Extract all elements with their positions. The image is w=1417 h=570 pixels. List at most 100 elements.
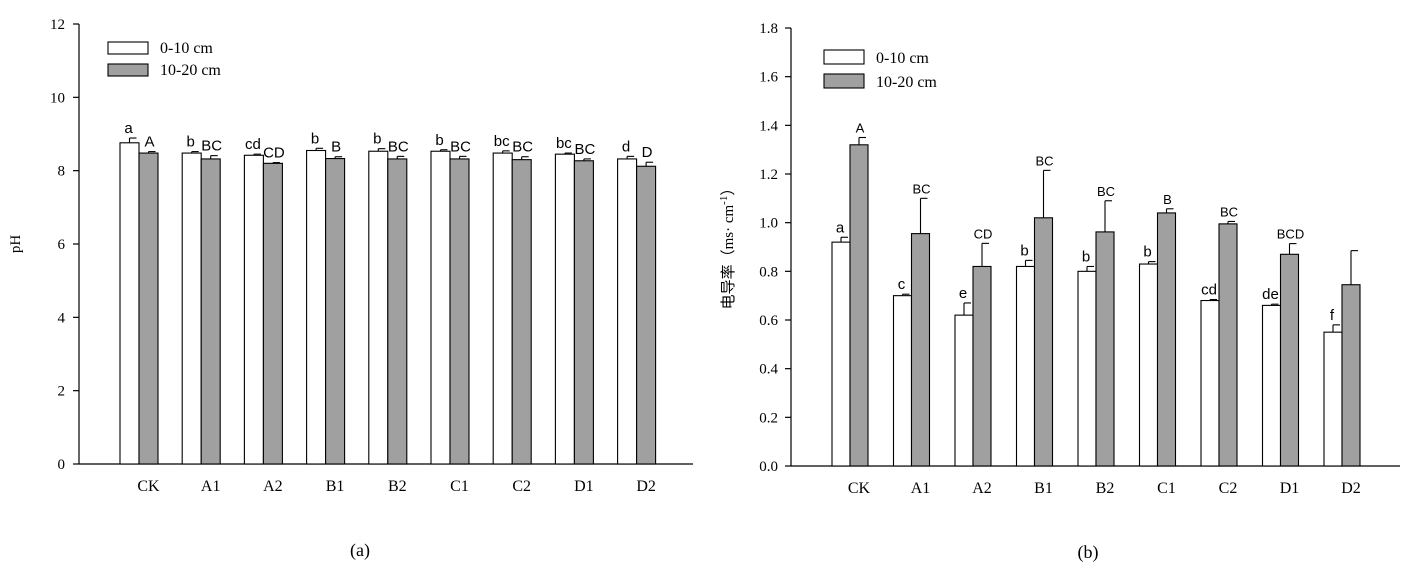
significance-label: D: [642, 144, 653, 161]
significance-label: e: [959, 285, 967, 302]
bar-series-2: [511, 159, 532, 465]
y-tick-label: 1.4: [759, 118, 778, 134]
x-tick-label: B2: [388, 478, 407, 495]
bar-series-1: [1077, 270, 1097, 467]
significance-label: B: [331, 139, 341, 156]
x-tick-label: C2: [1219, 480, 1238, 497]
significance-label: BC: [450, 138, 471, 155]
significance-label: BC: [574, 141, 595, 158]
significance-label: bc: [556, 135, 572, 152]
y-axis-label: pH: [8, 235, 24, 254]
significance-label: BC: [201, 138, 222, 155]
x-tick-label: A1: [201, 478, 221, 495]
x-tick-label: A1: [911, 480, 931, 497]
bar-series-2: [1341, 284, 1361, 467]
significance-label: a: [836, 219, 845, 236]
legend-swatch-series-1: [823, 49, 865, 65]
significance-label: a: [124, 120, 133, 137]
bar-series-1: [1323, 331, 1343, 467]
x-tick-label: C1: [450, 478, 469, 495]
y-tick-label: 10: [50, 90, 65, 106]
y-tick-label: 1.0: [759, 216, 778, 232]
significance-label: A: [856, 121, 865, 136]
significance-label: b: [1020, 242, 1028, 259]
y-tick-label: 2: [58, 384, 66, 400]
bar-series-2: [910, 233, 931, 467]
significance-label: BC: [388, 138, 409, 155]
legend-label: 0-10 cm: [160, 40, 213, 57]
significance-label: b: [187, 134, 195, 151]
x-tick-label: A2: [972, 480, 992, 497]
bar-series-2: [1279, 253, 1300, 467]
bar-series-2: [636, 165, 657, 465]
significance-label: BC: [1220, 204, 1238, 219]
x-tick-label: D1: [1280, 480, 1300, 497]
x-tick-label: B1: [1034, 480, 1053, 497]
significance-label: CD: [263, 145, 285, 162]
bar-series-1: [306, 149, 327, 465]
significance-label: c: [898, 276, 906, 293]
significance-label: b: [435, 132, 443, 149]
x-tick-label: C2: [512, 478, 531, 495]
bar-series-1: [617, 158, 638, 465]
bar-series-1: [1138, 263, 1159, 467]
y-tick-label: 0.0: [759, 459, 778, 475]
bar-series-1: [1261, 304, 1282, 467]
bar-series-1: [119, 142, 140, 465]
y-tick-label: 0.6: [759, 313, 778, 329]
significance-label: A: [144, 134, 154, 151]
bar-series-2: [325, 158, 346, 465]
bar-series-1: [554, 153, 575, 465]
legend-label: 10-20 cm: [160, 62, 221, 79]
significance-label: BCD: [1277, 227, 1304, 242]
bar-series-1: [1015, 265, 1036, 467]
bar-series-1: [492, 152, 513, 465]
significance-label: bc: [494, 133, 510, 150]
x-tick-label: C1: [1157, 480, 1176, 497]
bar-series-2: [1218, 223, 1238, 467]
bar-series-2: [573, 160, 594, 465]
chart-panel-b: 0.0 0.2 0.4 0.6 0.8 1.0 1.2 1.4 1.6 1.8 电导率（ms· cm…: [718, 21, 1400, 563]
bar-series-1: [954, 314, 974, 467]
x-tick-label: B2: [1096, 480, 1115, 497]
significance-label: f: [1330, 307, 1335, 324]
x-tick-label: D1: [574, 478, 594, 495]
x-tick-label: D2: [636, 478, 656, 495]
bar-series-1: [368, 150, 389, 465]
y-tick-label: 0.4: [759, 362, 778, 378]
bar-series-2: [849, 144, 869, 467]
significance-label: CD: [974, 226, 993, 241]
x-tick-label: B1: [326, 478, 345, 495]
significance-label: b: [373, 131, 381, 148]
significance-label: BC: [912, 181, 930, 196]
x-tick-label: D2: [1341, 480, 1361, 497]
y-tick-label: 1.8: [759, 21, 778, 37]
legend-swatch-series-2: [107, 63, 149, 77]
y-tick-label: 1.2: [759, 167, 778, 183]
bar-series-2: [138, 152, 159, 465]
y-tick-label: 0: [58, 457, 66, 473]
legend-swatch-series-1: [107, 41, 149, 55]
x-tick-label: CK: [137, 478, 160, 495]
significance-label: b: [1143, 244, 1151, 261]
panel-label: (a): [350, 540, 370, 561]
significance-label: B: [1163, 192, 1172, 207]
legend-label: 10-20 cm: [876, 74, 937, 91]
significance-label: BC: [512, 139, 533, 156]
bar-series-2: [1033, 217, 1054, 467]
bar-series-1: [243, 154, 264, 465]
y-axis-label-superscript: -1: [718, 196, 730, 205]
significance-label: cd: [1201, 282, 1217, 299]
legend-label: 0-10 cm: [876, 50, 929, 67]
y-axis-label: 电导率（ms· cm-1）: [718, 181, 737, 310]
significance-label: b: [1082, 248, 1090, 265]
y-tick-label: 0.2: [759, 410, 778, 426]
x-tick-label: A2: [263, 478, 283, 495]
y-tick-label: 12: [50, 17, 65, 33]
bar-series-2: [262, 162, 283, 465]
bar-series-2: [387, 158, 408, 465]
significance-label: cd: [245, 136, 261, 153]
significance-label: BC: [1097, 184, 1115, 199]
bar-series-1: [430, 150, 451, 465]
